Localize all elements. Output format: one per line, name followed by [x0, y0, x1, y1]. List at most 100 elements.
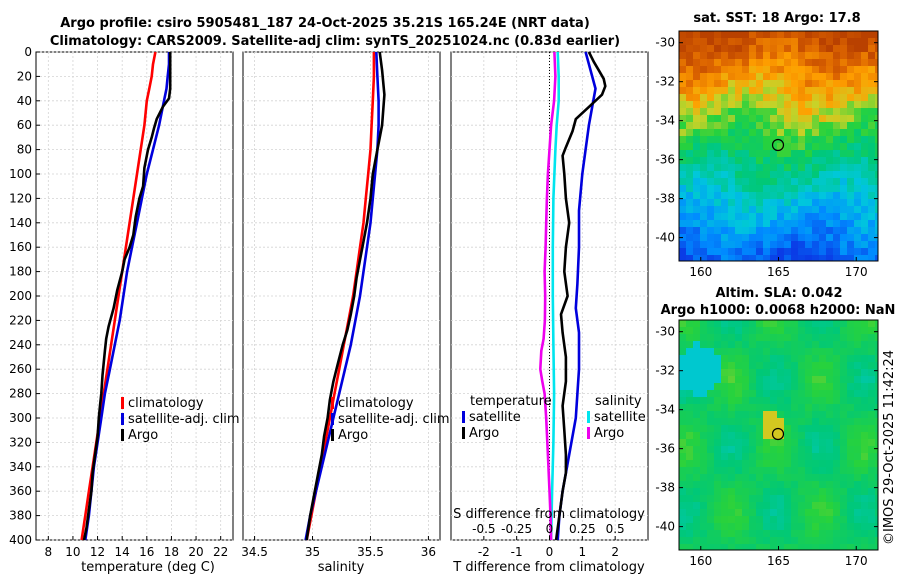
sla-pixel	[707, 439, 714, 446]
sla-pixel	[854, 404, 861, 411]
sst-pixel	[861, 248, 868, 255]
sst-pixel	[693, 255, 700, 261]
sst-pixel	[826, 185, 833, 192]
sla-pixel	[819, 530, 826, 537]
sla-pixel	[714, 362, 721, 369]
sla-pixel	[784, 439, 791, 446]
sla-pixel	[826, 446, 833, 453]
sst-pixel	[728, 115, 735, 122]
sla-pixel	[833, 369, 840, 376]
sst-pixel	[875, 45, 878, 52]
sst-pixel	[861, 129, 868, 136]
temperature-legend: climatology satellite-adj. clim Argo	[121, 396, 240, 443]
sst-pixel	[749, 234, 756, 241]
series-line-satellite-adj-clim	[304, 51, 380, 541]
sst-pixel	[693, 192, 700, 199]
sst-pixel	[847, 66, 854, 73]
sst-pixel	[798, 171, 805, 178]
sla-pixel	[861, 334, 868, 341]
sla-pixel	[714, 327, 721, 334]
sla-pixel	[700, 523, 707, 530]
sst-pixel	[812, 248, 819, 255]
sla-pixel	[777, 362, 784, 369]
sla-pixel	[868, 411, 875, 418]
sst-pixel	[756, 171, 763, 178]
sla-pixel	[770, 355, 777, 362]
sla-pixel	[812, 530, 819, 537]
sst-map-y-ticks: -30-32-34-36-38-40	[655, 36, 878, 245]
sst-pixel	[707, 185, 714, 192]
sla-pixel	[868, 418, 875, 425]
sst-pixel	[840, 248, 847, 255]
sst-pixel	[693, 45, 700, 52]
sla-pixel	[735, 404, 742, 411]
sla-pixel	[833, 530, 840, 537]
sla-pixel	[833, 334, 840, 341]
sst-pixel	[861, 66, 868, 73]
sla-pixel	[686, 383, 693, 390]
sla-pixel	[854, 530, 861, 537]
sst-pixel	[812, 234, 819, 241]
sla-pixel	[770, 523, 777, 530]
sla-pixel	[826, 348, 833, 355]
sla-pixel	[833, 397, 840, 404]
sla-pixel	[749, 397, 756, 404]
sst-pixel	[749, 157, 756, 164]
sst-pixel	[679, 59, 686, 66]
sla-pixel	[756, 509, 763, 516]
sla-pixel	[791, 411, 798, 418]
sla-pixel	[819, 467, 826, 474]
sst-pixel	[749, 227, 756, 234]
sla-pixel	[812, 439, 819, 446]
sst-pixel	[707, 255, 714, 261]
sst-pixel	[868, 38, 875, 45]
sst-pixel	[735, 94, 742, 101]
sla-pixel	[847, 460, 854, 467]
sst-pixel	[861, 136, 868, 143]
sst-pixel	[707, 87, 714, 94]
sst-pixel	[728, 206, 735, 213]
sst-pixel	[840, 178, 847, 185]
sst-pixel	[833, 59, 840, 66]
sst-pixel	[686, 192, 693, 199]
sla-pixel	[819, 488, 826, 495]
sla-pixel	[791, 481, 798, 488]
sst-pixel	[847, 220, 854, 227]
sst-pixel	[784, 234, 791, 241]
sla-pixel	[847, 327, 854, 334]
temperature-xlabel: temperature (deg C)	[81, 560, 215, 575]
sst-pixel	[686, 115, 693, 122]
sst-pixel	[756, 108, 763, 115]
sla-pixel	[770, 467, 777, 474]
y-tick-label: 320	[9, 435, 32, 449]
sla-pixel	[833, 453, 840, 460]
sla-pixel	[868, 362, 875, 369]
sst-pixel	[805, 213, 812, 220]
salinity-series	[304, 51, 386, 541]
sst-pixel	[700, 38, 707, 45]
sla-pixel	[819, 509, 826, 516]
sla-pixel	[854, 334, 861, 341]
sst-pixel	[819, 129, 826, 136]
sst-pixel	[840, 136, 847, 143]
sst-pixel	[693, 143, 700, 150]
sla-pixel	[721, 467, 728, 474]
sst-pixel	[812, 115, 819, 122]
sla-pixel	[707, 397, 714, 404]
sst-pixel	[875, 213, 878, 220]
sla-pixel	[756, 390, 763, 397]
sst-pixel	[735, 108, 742, 115]
sst-pixel	[721, 136, 728, 143]
sla-pixel	[840, 439, 847, 446]
sal-legend-swatch-argo	[331, 429, 334, 441]
sst-pixel	[798, 248, 805, 255]
sst-pixel	[875, 220, 878, 227]
sst-pixel	[721, 185, 728, 192]
sst-pixel	[854, 108, 861, 115]
sst-pixel	[861, 52, 868, 59]
sla-pixel	[770, 404, 777, 411]
sla-pixel	[868, 481, 875, 488]
sst-pixel	[679, 108, 686, 115]
sla-pixel	[686, 390, 693, 397]
sst-pixel	[686, 52, 693, 59]
